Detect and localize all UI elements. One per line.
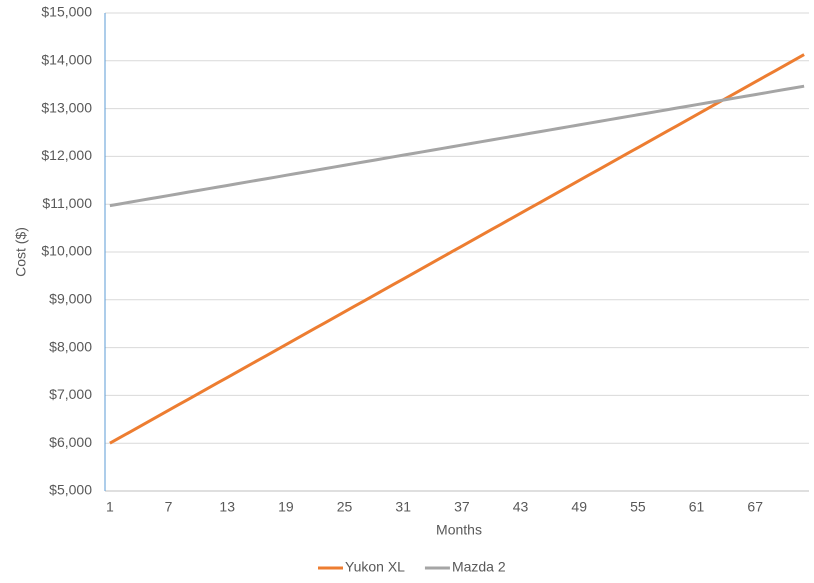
y-tick-label: $6,000 [49,434,92,450]
y-tick-label: $8,000 [49,338,92,354]
y-tick-label: $13,000 [41,99,92,115]
y-tick-label: $11,000 [42,195,92,211]
y-tick-label: $10,000 [41,243,92,259]
series-line [109,84,805,208]
x-tick-label: 7 [165,499,173,515]
y-tick-label: $12,000 [41,147,92,163]
x-tick-label: 61 [689,499,705,515]
x-tick-label: 13 [219,499,235,515]
x-tick-label: 49 [571,499,587,515]
y-axis-label: Cost ($) [13,227,29,277]
x-tick-label: 37 [454,499,470,515]
y-tick-label: $9,000 [49,291,92,307]
y-tick-label: $15,000 [41,4,92,20]
x-tick-label: 31 [395,499,411,515]
series-line [109,53,805,445]
x-tick-label: 25 [337,499,353,515]
y-tick-label: $7,000 [49,386,92,402]
x-tick-label: 55 [630,499,646,515]
y-tick-label: $14,000 [41,52,92,68]
x-tick-label: 1 [106,499,114,515]
x-axis-label: Months [436,522,482,538]
x-tick-label: 19 [278,499,294,515]
y-tick-label: $5,000 [49,482,92,498]
legend-label: Yukon XL [345,559,405,575]
x-tick-label: 43 [513,499,529,515]
legend-label: Mazda 2 [452,559,506,575]
x-tick-label: 67 [747,499,763,515]
